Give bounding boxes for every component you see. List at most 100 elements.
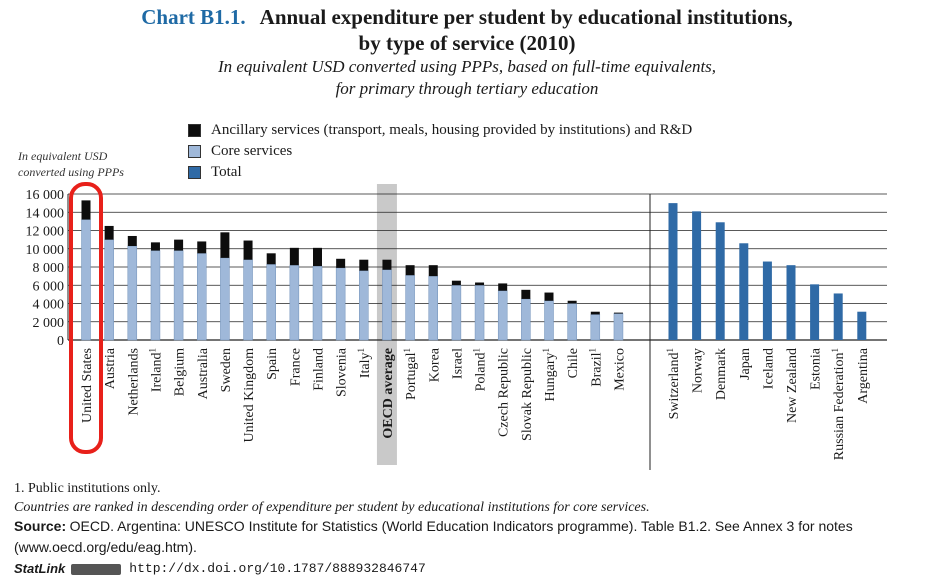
x-tick-label: Denmark [714,348,729,400]
bar-ancillary [521,289,531,299]
bar-core [289,264,300,341]
bar-total [833,293,843,340]
x-tick-label: Brazil1 [587,348,604,387]
bar-core [104,239,114,341]
x-tick-label: Russian Federation1 [830,348,847,460]
x-tick-label: Ireland1 [147,348,164,392]
source-note: Source: OECD. Argentina: UNESCO Institut… [14,517,924,558]
x-tick-label: Hungary1 [541,348,558,402]
bar-core [382,269,392,341]
x-tick-label: New Zealand [785,348,800,423]
y-axis-unit-label: In equivalent USD converted using PPPs [18,148,124,180]
bar-ancillary [313,247,322,267]
legend-label-ancillary: Ancillary services (transport, meals, ho… [211,122,693,138]
y-tick-label: 16 000 [26,188,65,203]
bar-core [521,298,531,341]
bar-ancillary [266,253,276,265]
x-tick-label: Sweden [219,348,234,392]
bar-core [451,285,462,341]
footnotes: 1. Public institutions only. Countries a… [14,480,924,579]
chart-subtitle-line1: In equivalent USD converted using PPPs, … [217,57,717,76]
bar-core [335,267,346,341]
bar-ancillary [451,280,461,286]
x-tick-label: Portugal1 [402,348,419,400]
bar-ancillary [613,312,623,314]
x-tick-label: Korea [427,347,442,382]
legend-label-total: Total [211,164,242,180]
bar-total [715,222,725,340]
bar-ancillary [359,259,369,271]
y-tick-label: 14 000 [26,206,65,221]
bar-core [197,253,207,341]
bar-total [739,243,749,340]
bar-core [150,250,161,341]
y-tick-label: 12 000 [26,225,65,240]
x-tick-label: Spain [265,348,280,380]
bar-chart: 0 2 000 4 000 6 000 8 000 10 000 12 000 14 000 1… [26,182,887,470]
bar-core [359,270,369,341]
x-tick-label: United States [80,348,95,423]
statlink-url[interactable]: http://dx.doi.org/10.1787/888932846747 [129,561,426,576]
footnote-ranking: Countries are ranked in descending order… [14,499,650,515]
x-tick-label: Iceland [761,348,776,389]
y-tick-label: 8 000 [33,261,65,276]
x-tick-label: Poland1 [472,348,489,391]
bar-core [497,290,508,341]
bar-ancillary [174,239,184,251]
x-tick-label: Netherlands [126,348,141,416]
bar-ancillary [81,200,91,220]
bar-ancillary [498,283,508,291]
statlink-label: StatLink [14,561,66,576]
x-tick-label: Slovak Republic [520,348,535,441]
legend-swatch-core [188,145,201,158]
legend-entry-ancillary: Ancillary services (transport, meals, ho… [188,120,692,141]
bar-ancillary [590,311,600,315]
bar-total [692,211,702,340]
bar-ancillary [405,265,415,276]
bar-ancillary [127,235,137,247]
bar-core [266,264,276,341]
legend-entry-total: Total [188,162,692,183]
chart-title: Chart B1.1. Annual expenditure per studen… [0,4,934,30]
bar-total [668,203,678,340]
x-tick-label: Czech Republic [497,348,512,437]
bar-ancillary [544,292,554,301]
legend-swatch-total [188,166,201,179]
bar-core [405,274,415,341]
x-tick-label: Australia [196,347,211,399]
x-tick-label: France [288,348,303,386]
bar-ancillary [475,282,485,286]
y-unit-line1: In equivalent USD [18,149,108,163]
x-tick-label: Norway [691,348,706,393]
bar-ancillary [150,242,160,251]
statlink-logo-icon [71,563,122,575]
bar-core [567,303,577,341]
legend-label-core: Core services [211,143,293,159]
bar-ancillary [428,265,438,277]
x-tick-label: Switzerland1 [665,348,682,419]
bar-total [762,261,772,340]
source-text: OECD. Argentina: UNESCO Institute for St… [14,518,853,555]
bar-core [220,257,230,341]
x-tick-label: Mexico [612,348,627,391]
source-label: Source: [14,518,67,534]
x-tick-label: Argentina [856,347,871,404]
bar-ancillary [243,240,253,260]
x-tick-label: Italy1 [356,348,373,378]
y-tick-label: 4 000 [33,298,65,313]
x-tick-label: United Kingdom [242,348,257,443]
x-tick-label: OECD average [381,348,396,439]
chart-number: Chart B1.1. [141,5,246,29]
highlight-outline [69,182,103,454]
bar-core [81,219,91,341]
chart-title-line2: by type of service (2010) [358,31,576,55]
legend-entry-core: Core services [188,141,692,162]
x-tick-label: Estonia [809,347,824,390]
bar-ancillary [220,232,230,258]
bar-ancillary [567,300,577,304]
bar-core [590,314,601,341]
bar-total [810,284,820,340]
bar-core [544,300,554,341]
chart-subtitle-line2: for primary through tertiary education [335,79,599,98]
bar-core [127,245,138,341]
